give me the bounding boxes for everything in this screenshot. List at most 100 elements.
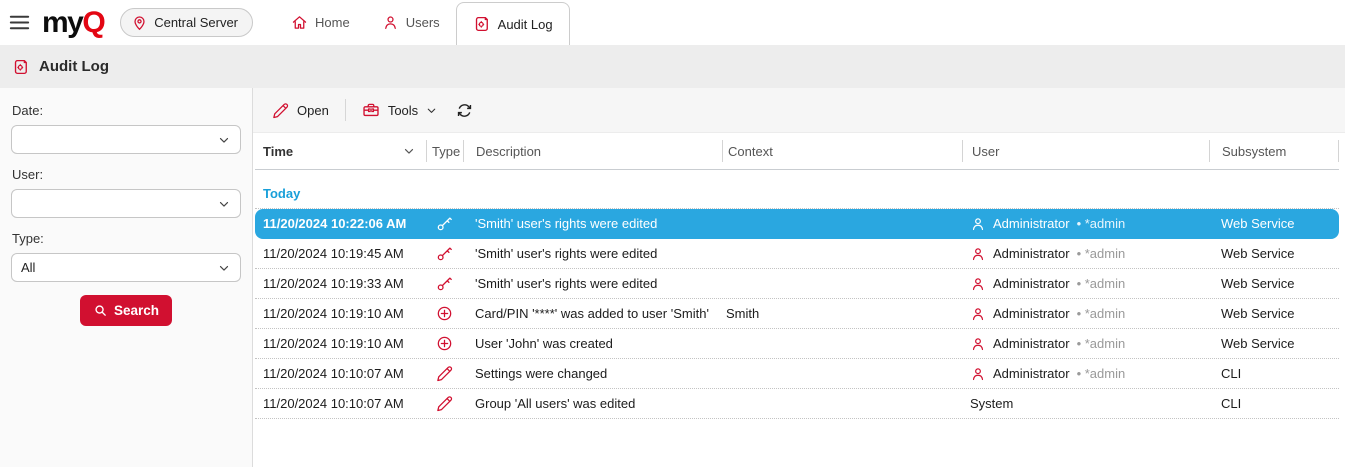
date-filter-select[interactable]	[11, 125, 241, 154]
audit-log-icon	[473, 15, 491, 33]
table-row[interactable]: 11/20/2024 10:10:07 AM Group 'All users'…	[255, 389, 1339, 419]
user-account: • *admin	[1076, 216, 1126, 231]
cell-user: System	[962, 396, 1209, 411]
tab-home[interactable]: Home	[275, 0, 366, 45]
cell-description: User 'John' was created	[475, 336, 613, 351]
user-icon	[970, 276, 986, 292]
table-row[interactable]: 11/20/2024 10:22:06 AM 'Smith' user's ri…	[255, 209, 1339, 239]
key-icon	[436, 215, 453, 232]
cell-user: Administrator • *admin	[962, 366, 1209, 382]
audit-log-panel: Open Tools Time Type Description Context…	[253, 88, 1345, 467]
key-icon	[436, 245, 453, 262]
type-filter-select[interactable]: All	[11, 253, 241, 282]
chevron-down-icon	[425, 104, 438, 117]
table-row[interactable]: 11/20/2024 10:19:10 AM Card/PIN '****' w…	[255, 299, 1339, 329]
table-row[interactable]: 11/20/2024 10:19:33 AM 'Smith' user's ri…	[255, 269, 1339, 299]
date-filter-label: Date:	[12, 103, 44, 118]
column-header-time[interactable]: Time	[263, 133, 426, 169]
type-filter-label: Type:	[12, 231, 44, 246]
tab-audit-log[interactable]: Audit Log	[455, 2, 570, 45]
table-row[interactable]: 11/20/2024 10:19:45 AM 'Smith' user's ri…	[255, 239, 1339, 269]
refresh-button[interactable]	[447, 96, 482, 125]
column-header-context[interactable]: Context	[722, 140, 962, 162]
topbar: myQ Central Server Home Users Audit Log	[0, 0, 1345, 45]
user-name: System	[970, 396, 1014, 411]
user-name: Administrator	[993, 336, 1070, 351]
cell-context: Smith	[726, 306, 760, 321]
server-selector-button[interactable]: Central Server	[120, 8, 254, 37]
cell-description: Group 'All users' was edited	[475, 396, 636, 411]
user-icon	[970, 306, 986, 322]
toolbox-icon	[362, 101, 380, 119]
cell-time: 11/20/2024 10:19:45 AM	[263, 246, 404, 261]
cell-time: 11/20/2024 10:22:06 AM	[263, 216, 407, 231]
logo-text-my: my	[42, 5, 84, 39]
tab-audit-log-label: Audit Log	[497, 16, 553, 32]
cell-subsystem: CLI	[1221, 396, 1242, 411]
table-row[interactable]: 11/20/2024 10:10:07 AM Settings were cha…	[255, 359, 1339, 389]
table-header-row: Time Type Description Context User Subsy…	[255, 133, 1339, 170]
type-filter-value: All	[21, 260, 36, 275]
cell-time: 11/20/2024 10:10:07 AM	[263, 396, 404, 411]
cell-subsystem: Web Service	[1221, 276, 1295, 291]
cell-description: 'Smith' user's rights were edited	[475, 216, 658, 231]
cell-subsystem: Web Service	[1221, 306, 1295, 321]
column-header-user[interactable]: User	[962, 140, 1209, 162]
cell-subsystem: Web Service	[1221, 246, 1295, 261]
sort-chevron-down-icon	[402, 144, 416, 158]
user-name: Administrator	[993, 306, 1070, 321]
column-header-type[interactable]: Type	[426, 140, 463, 162]
search-button-label: Search	[113, 303, 160, 318]
cell-time: 11/20/2024 10:10:07 AM	[263, 366, 404, 381]
user-name: Administrator	[993, 216, 1070, 231]
logo-text-q: Q	[82, 5, 105, 39]
column-header-description[interactable]: Description	[463, 140, 722, 162]
chevron-down-icon	[217, 261, 231, 275]
table-row[interactable]: 11/20/2024 10:19:10 AM User 'John' was c…	[255, 329, 1339, 359]
cell-subsystem: CLI	[1221, 366, 1242, 381]
tab-users-label: Users	[405, 15, 440, 30]
user-account: • *admin	[1076, 246, 1126, 261]
user-name: Administrator	[993, 246, 1070, 261]
tools-dropdown-button[interactable]: Tools	[353, 95, 447, 125]
column-header-subsystem[interactable]: Subsystem	[1209, 140, 1339, 162]
user-account: • *admin	[1076, 276, 1126, 291]
page-title: Audit Log	[39, 58, 109, 75]
toolbar: Open Tools	[253, 88, 1345, 133]
toolbar-divider	[344, 99, 346, 121]
user-icon	[970, 336, 986, 352]
menu-icon[interactable]	[8, 11, 31, 34]
cell-user: Administrator • *admin	[962, 306, 1209, 322]
chevron-down-icon	[217, 197, 231, 211]
user-icon	[970, 366, 986, 382]
tab-users[interactable]: Users	[366, 0, 456, 45]
home-icon	[291, 14, 308, 31]
key-icon	[436, 275, 453, 292]
column-header-time-label: Time	[263, 143, 294, 159]
chevron-down-icon	[217, 133, 231, 147]
cell-description: 'Smith' user's rights were edited	[475, 246, 658, 261]
user-name: Administrator	[993, 366, 1070, 381]
user-filter-label: User:	[12, 167, 44, 182]
cell-time: 11/20/2024 10:19:10 AM	[263, 336, 404, 351]
cell-user: Administrator • *admin	[962, 246, 1209, 262]
user-account: • *admin	[1076, 306, 1126, 321]
pencil-icon	[272, 102, 289, 119]
user-account: • *admin	[1076, 366, 1126, 381]
location-pin-icon	[131, 14, 148, 31]
user-account: • *admin	[1076, 336, 1126, 351]
cell-description: Card/PIN '****' was added to user 'Smith…	[475, 306, 709, 321]
user-icon	[382, 14, 399, 31]
user-filter-select[interactable]	[11, 189, 241, 218]
search-icon	[93, 303, 108, 318]
cell-user: Administrator • *admin	[962, 276, 1209, 292]
myq-logo[interactable]: myQ	[42, 5, 106, 39]
table-body: Today 11/20/2024 10:22:06 AM 'Smith' use…	[253, 170, 1345, 419]
server-selector-label: Central Server	[154, 15, 239, 30]
user-icon	[970, 246, 986, 262]
open-button[interactable]: Open	[263, 96, 338, 125]
tab-home-label: Home	[315, 15, 350, 30]
pencil-icon	[436, 365, 453, 382]
search-button[interactable]: Search	[80, 295, 172, 326]
user-name: Administrator	[993, 276, 1070, 291]
